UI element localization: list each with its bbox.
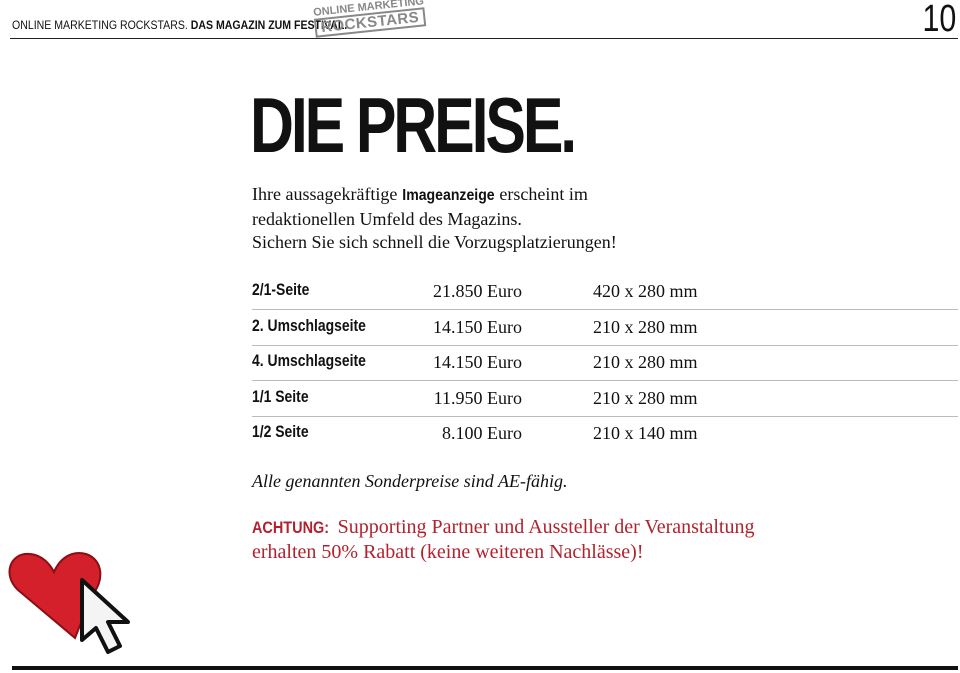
text: Ihre aussagekräftige bbox=[252, 184, 398, 204]
footer-rule bbox=[12, 666, 958, 670]
note: Alle genannten Sonderpreise sind AE-fähi… bbox=[252, 471, 568, 491]
header-rule bbox=[10, 38, 958, 39]
title: DIE PREISE. bbox=[250, 81, 577, 169]
table-row: 4. Umschlagseite 14.150 Euro 210 x 280 mm bbox=[252, 345, 958, 381]
heart-cursor-illustration bbox=[8, 552, 130, 654]
size: 210 x 140 mm bbox=[593, 423, 698, 443]
emphasis: Imageanzeige bbox=[402, 187, 495, 204]
logo: ONLINE MARKETING ROCKSTARS bbox=[313, 0, 427, 38]
intro: Ihre aussagekräftige Imageanzeige ersche… bbox=[252, 183, 617, 255]
notice-line: erhalten 50% Rabatt (keine weiteren Nach… bbox=[252, 541, 644, 563]
header-text: ONLINE MARKETING ROCKSTARS. DAS MAGAZIN … bbox=[12, 18, 347, 32]
table-row: 2/1-Seite 21.850 Euro 420 x 280 mm bbox=[252, 274, 958, 310]
price: 14.150 Euro bbox=[433, 316, 522, 337]
text: Supporting Partner und Aussteller der Ve… bbox=[337, 516, 755, 538]
size: 210 x 280 mm bbox=[593, 387, 698, 408]
format: 1/1 Seite bbox=[252, 386, 309, 406]
price: 8.100 Euro bbox=[442, 423, 522, 443]
price: 14.150 Euro bbox=[433, 352, 522, 372]
page-number: 10 bbox=[922, 0, 956, 40]
intro-line: Sichern Sie sich schnell die Vorzugsplat… bbox=[252, 232, 617, 252]
format: 2. Umschlagseite bbox=[252, 315, 366, 335]
format: 2/1-Seite bbox=[252, 280, 310, 299]
price: 21.850 Euro bbox=[433, 281, 522, 301]
table-row: 2. Umschlagseite 14.150 Euro 210 x 280 mm bbox=[252, 310, 958, 346]
table-row: 1/1 Seite 11.950 Euro 210 x 280 mm bbox=[252, 381, 958, 417]
size: 420 x 280 mm bbox=[593, 281, 698, 301]
header-left: ONLINE MARKETING ROCKSTARS. bbox=[12, 18, 188, 32]
format: 1/2 Seite bbox=[252, 422, 309, 441]
size: 210 x 280 mm bbox=[593, 316, 698, 337]
notice: ACHTUNG: Supporting Partner und Ausstell… bbox=[252, 515, 754, 564]
format: 4. Umschlagseite bbox=[252, 351, 366, 370]
intro-line: redaktionellen Umfeld des Magazins. bbox=[252, 208, 522, 229]
notice-line: ACHTUNG: Supporting Partner und Ausstell… bbox=[252, 515, 754, 540]
notice-label: ACHTUNG: bbox=[252, 518, 330, 537]
header-left-bold: DAS MAGAZIN ZUM FESTIVAL. bbox=[190, 18, 348, 32]
size: 210 x 280 mm bbox=[593, 352, 698, 372]
price: 11.950 Euro bbox=[433, 387, 522, 408]
text: erscheint im bbox=[499, 184, 588, 204]
table-row: 1/2 Seite 8.100 Euro 210 x 140 mm bbox=[252, 416, 958, 451]
intro-line: Ihre aussagekräftige Imageanzeige ersche… bbox=[252, 183, 617, 208]
